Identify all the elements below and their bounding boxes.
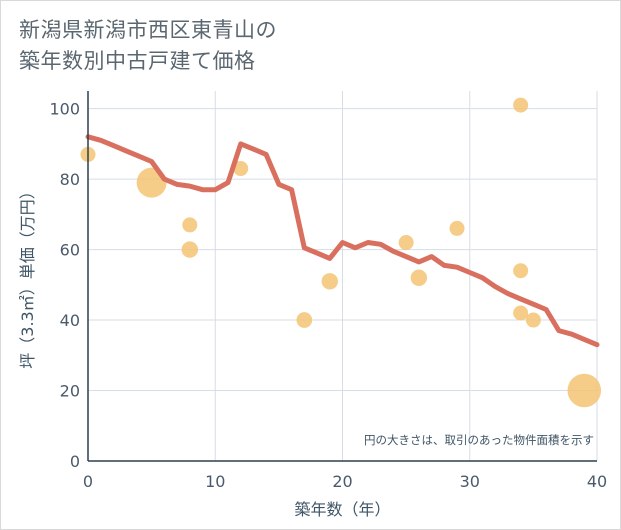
y-tick-label: 80 bbox=[60, 170, 80, 189]
x-tick-label: 10 bbox=[205, 472, 225, 491]
axes: 0 20 40 60 80 100 0 10 20 30 40 bbox=[49, 91, 607, 491]
y-tick-label: 100 bbox=[49, 100, 80, 119]
chart-title: 新潟県新潟市西区東青山の 築年数別中古戸建て価格 bbox=[19, 15, 277, 77]
y-tick-label: 0 bbox=[70, 452, 80, 471]
data-bubble bbox=[182, 217, 198, 233]
data-bubble bbox=[525, 312, 541, 328]
grid bbox=[88, 91, 598, 461]
data-bubble bbox=[513, 263, 529, 279]
trend-line bbox=[85, 134, 600, 348]
x-axis-label: 築年数（年） bbox=[294, 500, 390, 519]
trend-line-layer bbox=[85, 134, 600, 348]
x-tick-label: 0 bbox=[83, 472, 93, 491]
data-bubble bbox=[449, 220, 465, 236]
data-bubble bbox=[513, 97, 529, 113]
y-tick-label: 40 bbox=[60, 311, 80, 330]
y-tick-label: 20 bbox=[60, 382, 80, 401]
x-tick-label: 20 bbox=[332, 472, 352, 491]
x-tick-label: 40 bbox=[587, 472, 607, 491]
data-bubble bbox=[513, 305, 529, 321]
data-bubble bbox=[398, 235, 414, 251]
y-axis-label: 坪（3.3㎡）単価（万円） bbox=[18, 183, 37, 368]
x-tick-label: 30 bbox=[460, 472, 480, 491]
chart-title-line1: 新潟県新潟市西区東青山の bbox=[19, 18, 277, 42]
data-bubble bbox=[410, 269, 428, 286]
data-bubble bbox=[321, 273, 338, 290]
bubbles bbox=[80, 97, 602, 408]
chart-annotation: 円の大きさは、取引のあった物件面積を示す bbox=[364, 433, 594, 447]
data-bubble bbox=[296, 312, 313, 328]
data-bubble bbox=[233, 161, 249, 177]
data-bubble bbox=[567, 373, 602, 408]
data-bubble bbox=[181, 241, 199, 258]
y-tick-label: 60 bbox=[60, 241, 80, 260]
chart-title-line2: 築年数別中古戸建て価格 bbox=[19, 49, 256, 73]
